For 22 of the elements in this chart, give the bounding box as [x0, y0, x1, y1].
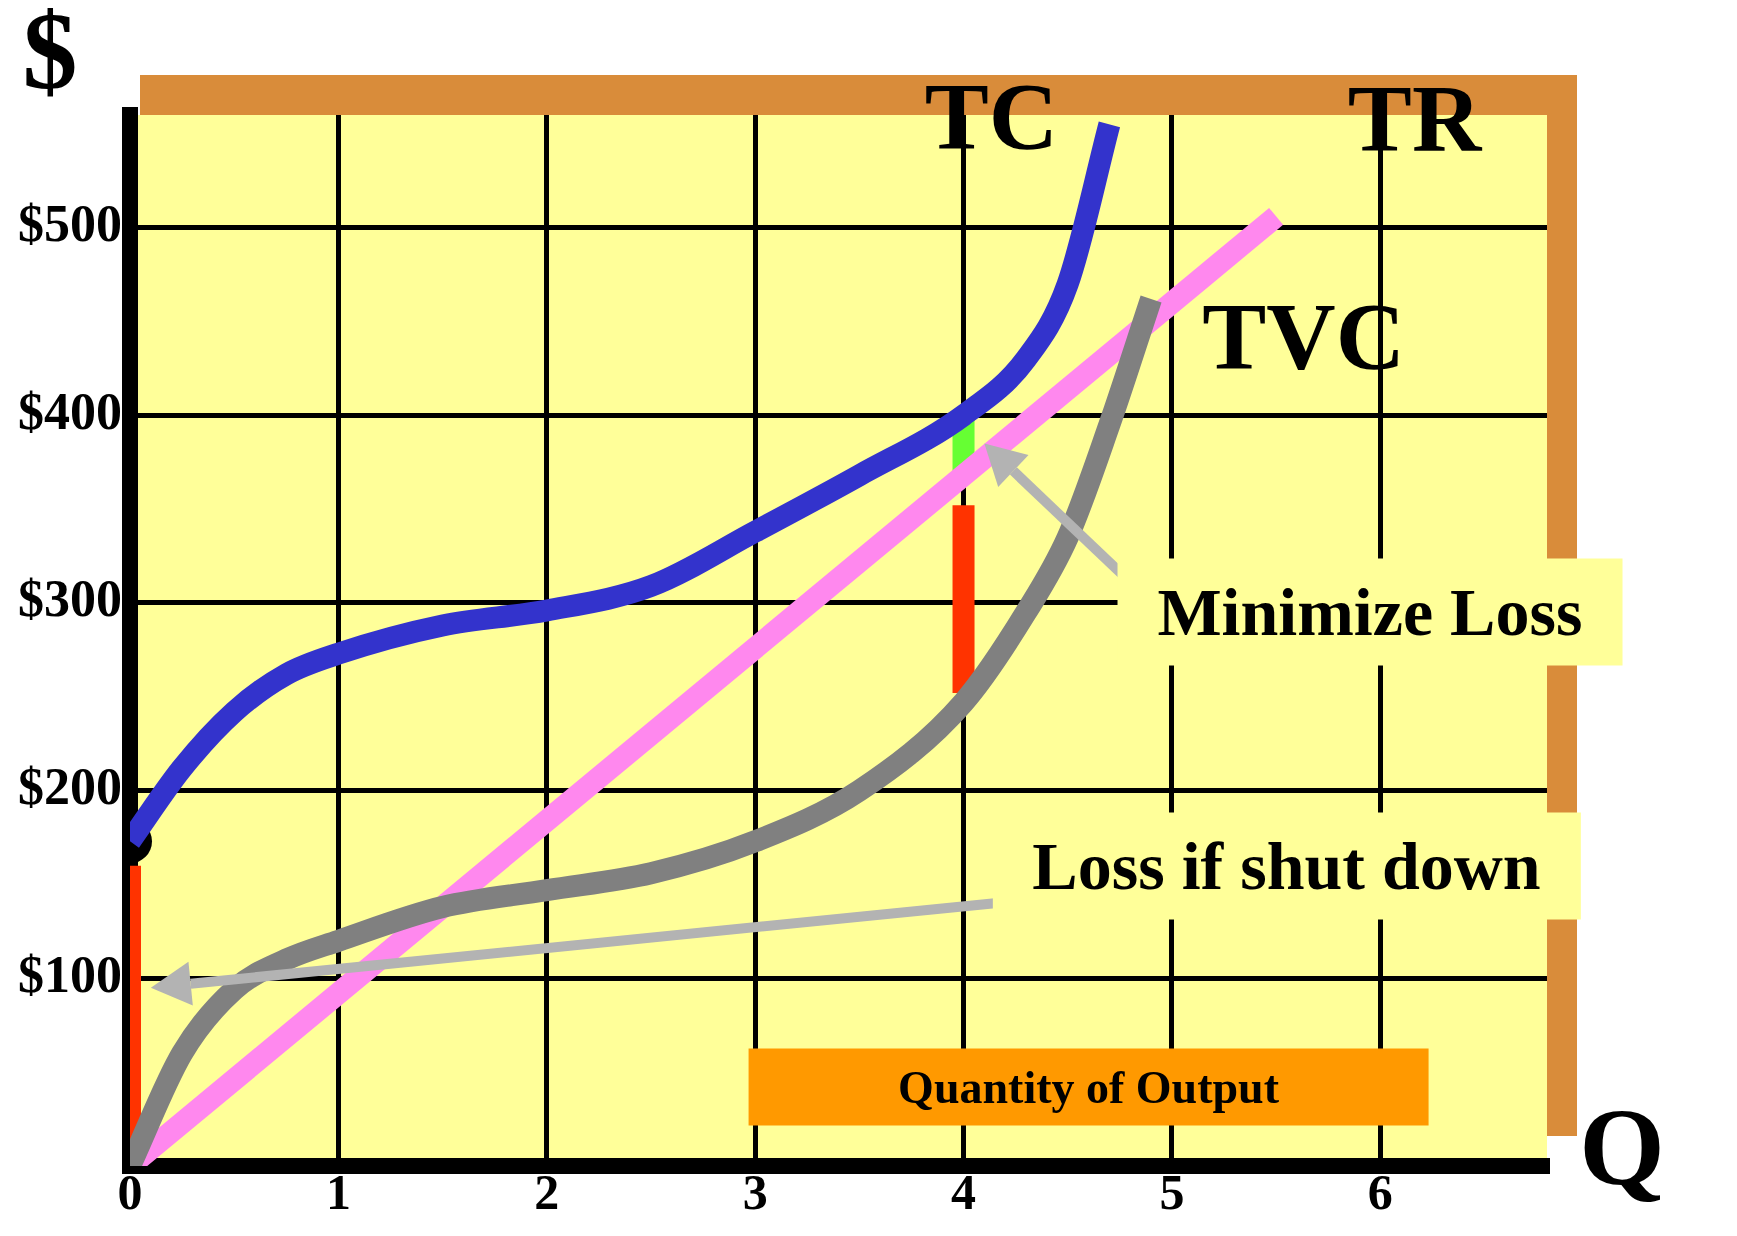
- x-tick-label: 2: [534, 1163, 560, 1220]
- x-tick-label: 4: [951, 1163, 977, 1220]
- annotation: Quantity of Output: [898, 1061, 1279, 1113]
- x-tick-label: 5: [1159, 1163, 1185, 1220]
- x-tick-label: 0: [117, 1163, 143, 1220]
- annotation: Minimize Loss: [1157, 573, 1583, 650]
- series-label: TR: [1347, 65, 1483, 173]
- y-axis-title: $: [22, 0, 78, 113]
- y-tick-label: $100: [18, 945, 122, 1003]
- annotation: Loss if shut down: [1032, 827, 1541, 904]
- label-box: Loss if shut down: [992, 812, 1581, 920]
- series-label: TC: [924, 63, 1059, 171]
- x-tick-label: 1: [325, 1163, 351, 1220]
- x-tick-label: 3: [742, 1163, 768, 1220]
- y-tick-label: $500: [18, 195, 122, 253]
- label-box: Quantity of Output: [748, 1048, 1429, 1126]
- y-tick-label: $200: [18, 758, 122, 816]
- label-box: Minimize Loss: [1117, 558, 1623, 666]
- x-axis-title: Q: [1579, 1086, 1665, 1209]
- y-tick-label: $400: [18, 382, 122, 440]
- x-tick-label: 6: [1367, 1163, 1393, 1220]
- y-tick-label: $300: [18, 570, 122, 628]
